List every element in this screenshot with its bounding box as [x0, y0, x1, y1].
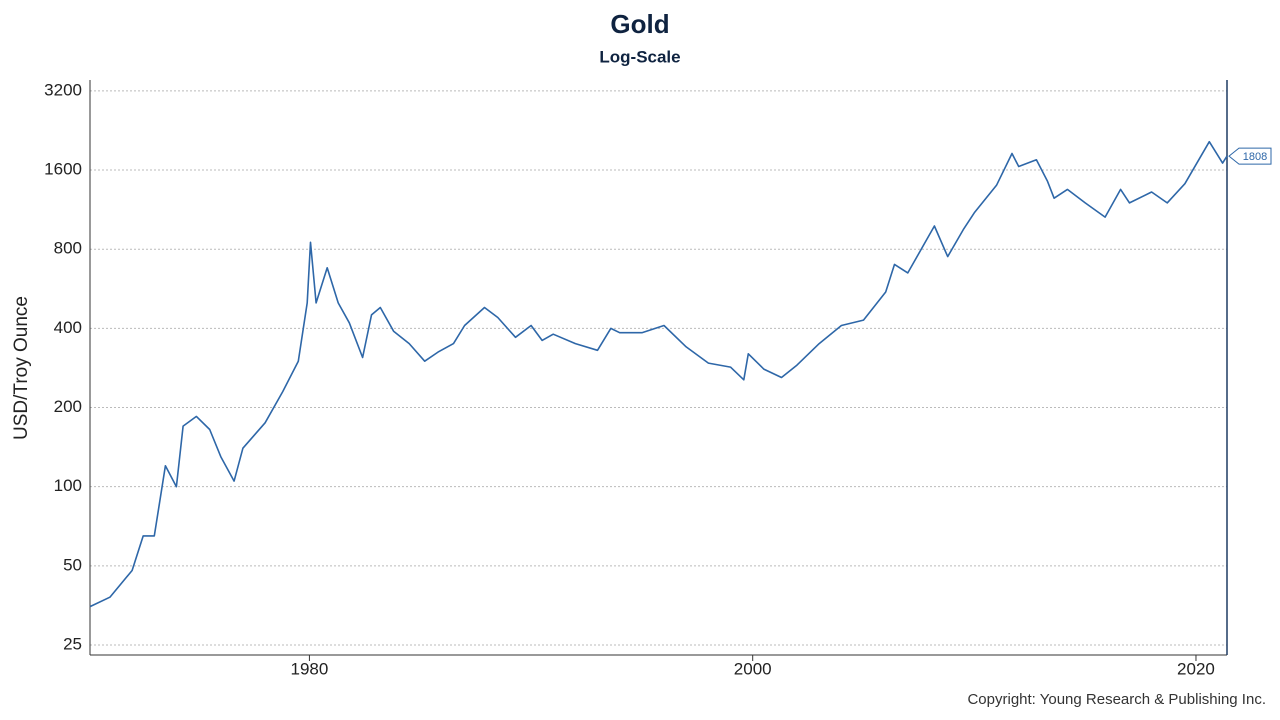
y-tick-label: 200	[54, 397, 82, 416]
last-value-label: 1808	[1243, 151, 1267, 163]
y-tick-label: 400	[54, 318, 82, 337]
x-tick-label: 2000	[734, 659, 772, 678]
last-value-box	[1228, 147, 1272, 165]
y-tick-label: 3200	[44, 80, 82, 99]
source-note: Copyright: Young Research & Publishing I…	[967, 691, 1266, 708]
y-tick-label: 25	[63, 634, 82, 653]
y-tick-label: 1600	[44, 160, 82, 179]
chart-subtitle: Log-Scale	[599, 47, 680, 66]
y-axis-label: USD/Troy Ounce	[11, 296, 32, 440]
x-tick-label: 1980	[291, 659, 329, 678]
x-tick-label: 2020	[1177, 659, 1215, 678]
y-tick-label: 50	[63, 555, 82, 574]
chart-title: Gold	[610, 9, 669, 39]
price-line	[89, 140, 1228, 608]
y-tick-label: 800	[54, 239, 82, 258]
y-tick-label: 100	[54, 476, 82, 495]
